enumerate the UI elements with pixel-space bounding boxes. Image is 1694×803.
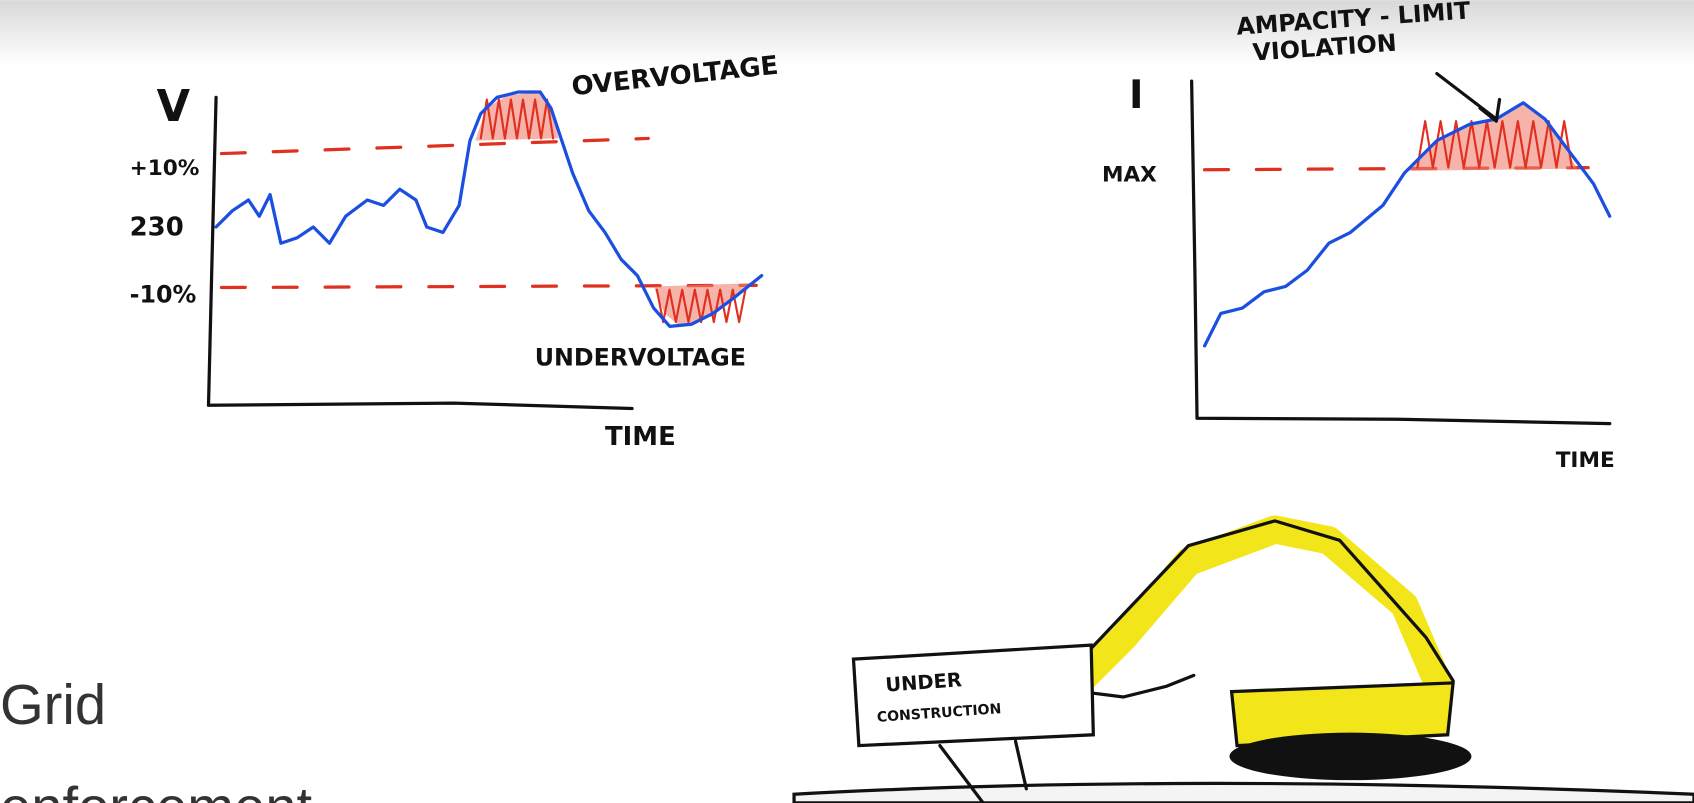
- label: UNDER: [885, 668, 963, 696]
- violation-area: [1404, 102, 1578, 171]
- top-shade: [0, 0, 1694, 65]
- excavator-arm: [1066, 515, 1451, 695]
- label: 230: [130, 213, 184, 243]
- label: I: [1129, 73, 1143, 118]
- sign-post: [938, 743, 985, 803]
- excavator-body: [1229, 681, 1455, 748]
- violation-area: [475, 91, 559, 141]
- label: -10%: [130, 281, 197, 309]
- label: UNDERVOLTAGE: [535, 343, 746, 371]
- label: TIME: [1556, 448, 1615, 473]
- label: MAX: [1102, 163, 1157, 188]
- current-trace: [1202, 101, 1612, 348]
- axis: [1190, 79, 1612, 426]
- label: TIME: [605, 422, 676, 452]
- excavator-track: [1229, 732, 1472, 781]
- axis: [206, 95, 634, 411]
- violation-hatch: [479, 98, 555, 140]
- label: Grid: [0, 673, 106, 736]
- label: enforcement: [0, 776, 313, 803]
- voltage-trace: [214, 90, 764, 329]
- arrow-head: [1478, 97, 1502, 123]
- ground: [792, 781, 1694, 803]
- limit-line: [219, 136, 650, 156]
- sign-post: [1013, 739, 1028, 791]
- sign-board: [851, 643, 1095, 748]
- limit-line: [219, 283, 758, 290]
- label: +10%: [130, 156, 200, 181]
- excavator-arm-outline: [1089, 519, 1455, 683]
- label: V: [157, 82, 191, 132]
